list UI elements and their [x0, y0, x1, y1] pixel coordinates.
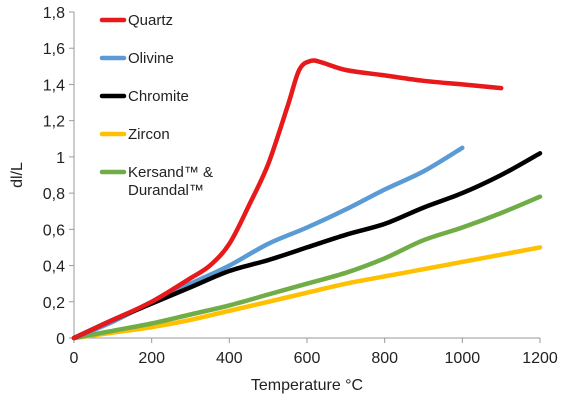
x-tick-label: 0 — [70, 350, 79, 367]
y-tick-label: 1,6 — [43, 41, 65, 58]
y-tick-label: 1,4 — [43, 77, 65, 94]
series-line-chromite — [71, 151, 543, 341]
legend-label-olivine: Olivine — [128, 50, 174, 67]
series-line-zircon — [71, 245, 543, 341]
y-tick-label: 1,8 — [43, 5, 65, 22]
series-lines — [71, 58, 543, 341]
legend: Quartz Olivine Chromite Zircon Kersand™ & Dur… — [99, 12, 213, 199]
legend-label-zircon: Zircon — [128, 126, 170, 143]
legend-label-kersand-durandal: Kersand™ & Durandal™ — [128, 164, 213, 199]
y-tick-label: 0,2 — [43, 295, 65, 312]
series-line-kersand-durandal — [71, 194, 543, 341]
x-tick-label: 800 — [371, 350, 398, 367]
y-tick-label: 0,4 — [43, 259, 65, 276]
x-tick-label: 400 — [216, 350, 243, 367]
y-ticks: 0 0,2 0,4 0,6 0,8 1 1,2 1,4 1,6 1,8 — [43, 5, 74, 348]
x-tick-label: 200 — [138, 350, 165, 367]
x-ticks: 0 200 400 600 800 1000 1200 — [70, 338, 558, 367]
legend-label-chromite: Chromite — [128, 88, 189, 105]
y-tick-label: 0 — [56, 331, 65, 348]
y-tick-label: 0,8 — [43, 186, 65, 203]
y-tick-label: 1 — [56, 150, 65, 167]
x-axis-title: Temperature °C — [251, 377, 363, 394]
y-tick-label: 1,2 — [43, 114, 65, 131]
legend-label-quartz: Quartz — [128, 12, 173, 29]
x-tick-label: 1200 — [522, 350, 558, 367]
y-tick-label: 0,6 — [43, 222, 65, 239]
x-tick-label: 600 — [294, 350, 321, 367]
series-line-quartz — [71, 58, 504, 341]
x-tick-label: 1000 — [445, 350, 481, 367]
y-axis-title: dl/L — [9, 162, 26, 188]
